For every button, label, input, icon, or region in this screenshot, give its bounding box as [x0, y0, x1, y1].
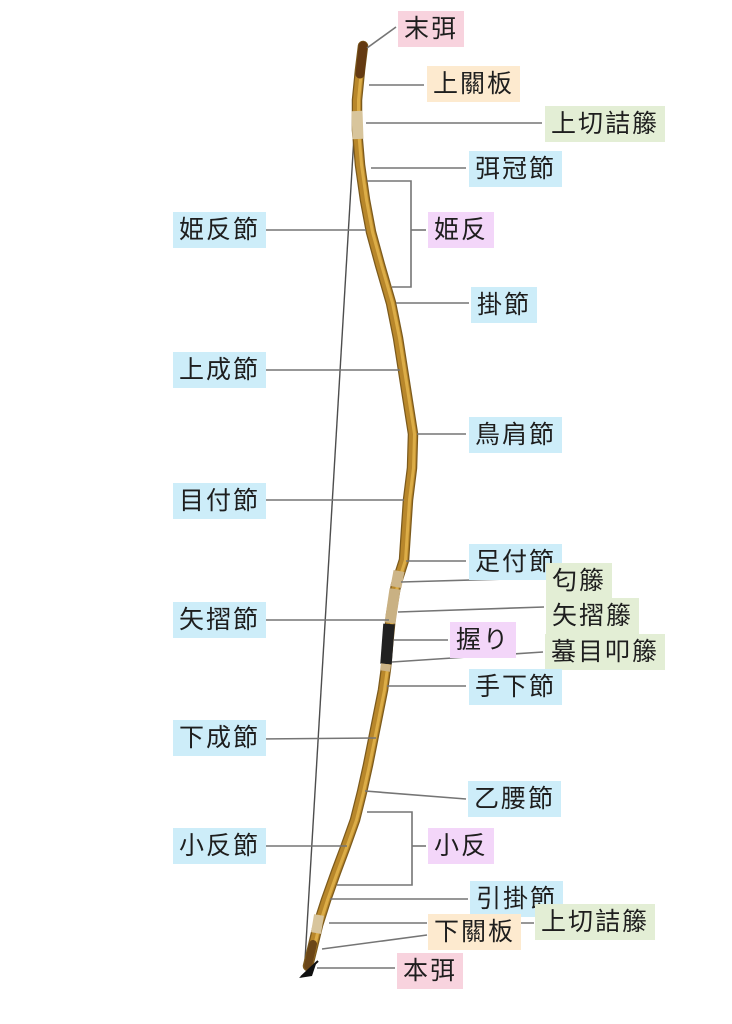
nioi-wrap [390, 569, 405, 589]
bow-upper-tip [355, 41, 368, 79]
leader-shimo-sekiita-lower [321, 934, 428, 950]
lower-kirizume-wrap [311, 914, 324, 934]
part-label-uwanari-bushi: 上成節 [173, 352, 267, 388]
bow-wraps [311, 110, 405, 934]
part-label-kozori: 小反 [428, 828, 495, 864]
part-label-shimonari-bushi: 下成節 [173, 720, 267, 756]
part-label-yazuri-bushi: 矢摺節 [173, 602, 267, 638]
part-label-kozori-bushi: 小反節 [173, 828, 267, 864]
part-label-motohazu: 本弭 [397, 953, 464, 989]
part-label-kake-bushi: 掛節 [471, 287, 538, 323]
part-label-himezori: 姫反 [428, 212, 495, 248]
string-end-stem [300, 960, 319, 978]
grip-wrap [380, 623, 395, 665]
part-label-kami-kirizume-to: 上切詰籐 [545, 106, 666, 142]
part-label-urahazu: 末弭 [398, 11, 465, 47]
bow-lower-tip [304, 940, 317, 970]
part-label-shimo-sekiita: 下關板 [428, 914, 522, 950]
part-label-torikata-bushi: 鳥肩節 [469, 417, 563, 453]
part-label-hikime-tataki-to: 蟇目叩籐 [545, 634, 666, 670]
part-label-nigiri: 握り [450, 622, 517, 658]
leader-otokoshi-bushi [364, 790, 467, 800]
leader-urahazu [366, 26, 397, 49]
part-label-teshita-bushi: 手下節 [469, 669, 563, 705]
bow-body-highlight [308, 45, 417, 967]
part-label-nioi-to: 匂籐 [546, 563, 613, 599]
part-label-otokoshi-bushi: 乙腰節 [468, 781, 562, 817]
leader-yazuri-to [397, 606, 545, 613]
yazuri-wrap [384, 588, 401, 624]
part-label-himezori-bushi: 姫反節 [173, 212, 267, 248]
part-label-metsuke-bushi: 目付節 [173, 483, 267, 519]
hikime-tataki-wrap [380, 663, 391, 672]
bow-string [304, 51, 360, 961]
bow-body [302, 40, 419, 972]
part-label-hazukaburi-bushi: 弭冠節 [469, 151, 563, 187]
bow-body-wood [304, 42, 417, 970]
upper-kirizume-wrap [351, 110, 364, 140]
leader-shimonari-bushi [256, 737, 377, 740]
part-label-shimo-kirizume-to: 上切詰籐 [535, 904, 656, 940]
part-label-yazuri-to: 矢摺籐 [546, 598, 640, 634]
bracket-himezori [367, 180, 412, 288]
string-end-arrow [299, 960, 319, 978]
bracket-kozori [337, 811, 413, 886]
part-label-kami-sekiita: 上關板 [427, 66, 521, 102]
